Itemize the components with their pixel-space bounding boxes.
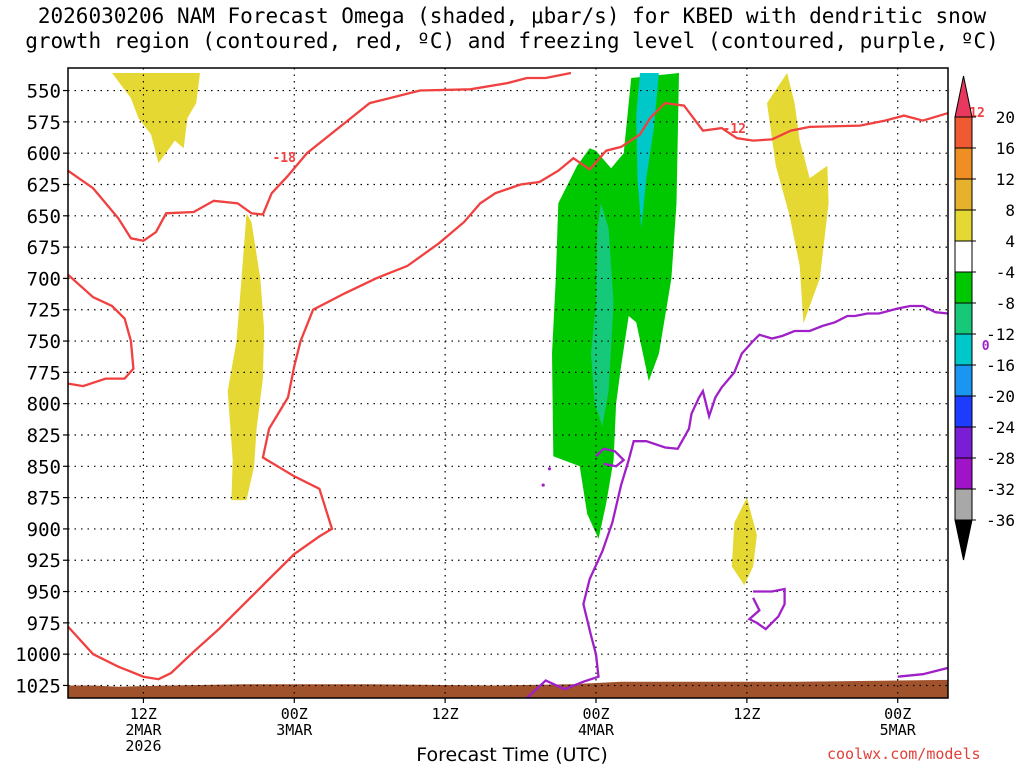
plot-frame — [67, 67, 949, 699]
y-tick-label: 625 — [27, 174, 61, 196]
y-tick-label: 700 — [27, 268, 61, 290]
x-tick-label: 5MAR — [880, 721, 917, 739]
y-tick-label: 900 — [27, 519, 61, 541]
colorbar-swatch — [954, 457, 973, 490]
colorbar-bottom-triangle — [954, 519, 973, 561]
y-tick-label: 850 — [27, 456, 61, 478]
y-tick-label: 550 — [27, 81, 61, 103]
colorbar-label: 16 — [996, 139, 1015, 158]
title-line-2: growth region (contoured, red, ºC) and f… — [25, 29, 999, 53]
terrain-fill — [68, 679, 948, 698]
y-tick-label: 775 — [27, 362, 61, 384]
contour-label: -12 — [723, 122, 746, 137]
colorbar-label: -16 — [986, 356, 1015, 375]
colorbar-label: -12 — [986, 325, 1015, 344]
colorbar-swatch — [954, 240, 973, 273]
chart-title: 2026030206 NAM Forecast Omega (shaded, μ… — [0, 4, 1024, 54]
x-tick-label: 12Z — [733, 705, 760, 723]
omega-region-6 — [636, 73, 659, 229]
x-tick-label: 00Z — [281, 705, 308, 723]
colorbar-label: -32 — [986, 480, 1015, 499]
colorbar-swatch — [954, 395, 973, 428]
colorbar-label: -4 — [996, 263, 1015, 282]
y-tick-label: 675 — [27, 237, 61, 259]
y-tick-label: 1025 — [15, 675, 61, 697]
x-axis-label: Forecast Time (UTC) — [416, 744, 608, 766]
contour-label: 0 — [982, 339, 990, 354]
isotherm-red-0 — [68, 71, 572, 243]
x-tick-label: 2MAR — [125, 721, 162, 739]
isotherm-red-2 — [68, 101, 948, 681]
isotherm-red-1 — [68, 273, 135, 388]
x-tick-label: 00Z — [884, 705, 911, 723]
omega-region-0 — [112, 73, 200, 164]
freezing-level-0 — [526, 304, 948, 698]
colorbar-top-triangle — [954, 75, 973, 118]
x-tick-label: 3MAR — [276, 721, 313, 739]
colorbar-label: -8 — [996, 294, 1015, 313]
omega-region-3 — [731, 497, 757, 586]
colorbar-label: 12 — [996, 170, 1015, 189]
x-tick-label: 12Z — [432, 705, 459, 723]
omega-region-5 — [591, 203, 614, 427]
site-credit[interactable]: coolwx.com/models — [827, 745, 981, 763]
colorbar-label: -28 — [986, 449, 1015, 468]
colorbar-swatch — [954, 302, 973, 335]
y-tick-label: 950 — [27, 582, 61, 604]
omega-region-1 — [227, 213, 265, 501]
y-tick-label: 750 — [27, 331, 61, 353]
y-tick-label: 1000 — [15, 644, 61, 666]
x-tick-label: 4MAR — [578, 721, 615, 739]
title-line-1: 2026030206 NAM Forecast Omega (shaded, μ… — [37, 4, 987, 28]
colorbar-label: -36 — [986, 511, 1015, 530]
colorbar-swatch — [954, 116, 973, 149]
x-tick-label: 12Z — [130, 705, 157, 723]
colorbar-swatch — [954, 333, 973, 366]
colorbar-label: 20 — [996, 108, 1015, 127]
y-tick-label: 925 — [27, 550, 61, 572]
colorbar-swatch — [954, 364, 973, 397]
freezing-level-dot — [547, 467, 552, 471]
colorbar-swatch — [954, 271, 973, 304]
y-tick-label: 800 — [27, 394, 61, 416]
y-tick-label: 575 — [27, 112, 61, 134]
contour-label: -18 — [272, 151, 296, 166]
x-tick-label: 2026 — [125, 737, 161, 755]
colorbar-label: 4 — [1005, 232, 1015, 251]
colorbar-label: -20 — [986, 387, 1015, 406]
colorbar-swatch — [954, 426, 973, 459]
freezing-level-3 — [897, 666, 948, 678]
colorbar-swatch — [954, 178, 973, 211]
freezing-level-2 — [747, 587, 786, 631]
colorbar-swatch — [954, 147, 973, 180]
freezing-level-1 — [595, 447, 626, 468]
colorbar-label: 8 — [1005, 201, 1015, 220]
x-tick-label: 00Z — [582, 705, 609, 723]
colorbar-swatch — [954, 209, 973, 242]
colorbar-label: -24 — [986, 418, 1015, 437]
omega-region-2 — [767, 73, 829, 324]
colorbar-swatch — [954, 488, 973, 521]
y-tick-label: 600 — [27, 143, 61, 165]
omega-region-4 — [552, 73, 679, 539]
freezing-level-dot — [541, 483, 545, 487]
y-tick-label: 825 — [27, 425, 61, 447]
y-tick-label: 875 — [27, 488, 61, 510]
y-tick-label: 725 — [27, 300, 61, 322]
y-tick-label: 650 — [27, 206, 61, 228]
y-tick-label: 975 — [27, 613, 61, 635]
